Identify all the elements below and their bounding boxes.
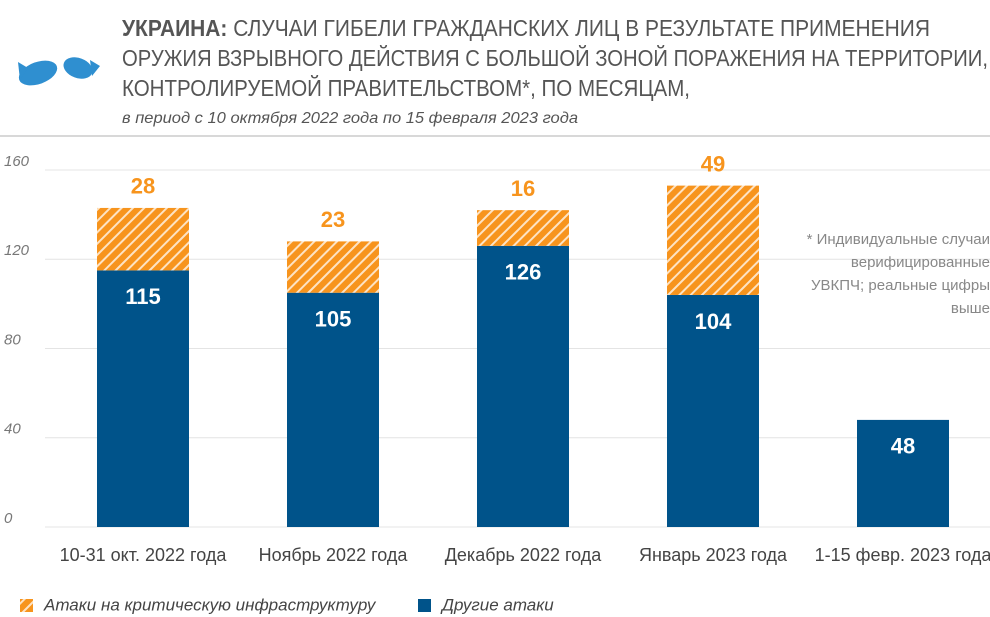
note: * Индивидуальные случаи: [807, 231, 990, 248]
y-tick-label: 0: [4, 510, 13, 527]
x-tick-label: Ноябрь 2022 года: [259, 545, 409, 565]
x-tick-label: Декабрь 2022 года: [445, 545, 603, 565]
chart-subtitle: в период с 10 октября 2022 года по 15 фе…: [122, 110, 578, 127]
data-label: 16: [511, 176, 535, 201]
title-line: СЛУЧАИ ГИБЕЛИ ГРАЖДАНСКИХ ЛИЦ В РЕЗУЛЬТА…: [227, 15, 930, 41]
bar-segment: [287, 292, 379, 527]
bar-segment: [667, 185, 759, 295]
note: УВКПЧ; реальные цифры: [811, 277, 990, 294]
bar-segment: [667, 294, 759, 527]
bar-segment: [477, 245, 569, 528]
chart-title: ОРУЖИЯ ВЗРЫВНОГО ДЕЙСТВИЯ С БОЛЬШОЙ ЗОНО…: [122, 44, 988, 71]
bar-segment: [287, 241, 379, 293]
legend-swatch: [20, 599, 33, 612]
x-tick-label: Январь 2023 года: [639, 545, 788, 565]
legend-label: Атаки на критическую инфраструктуру: [43, 595, 377, 614]
data-label: 28: [131, 174, 155, 199]
bar-segment: [97, 207, 189, 271]
y-tick-label: 160: [4, 153, 30, 170]
bar-segment: [857, 419, 949, 527]
note: верифицированные: [851, 254, 990, 271]
y-tick-label: 80: [4, 331, 21, 348]
bar-segment: [97, 270, 189, 527]
title-lead: УКРАИНА:: [122, 15, 227, 41]
logo: [18, 57, 100, 86]
legend-label: Другие атаки: [440, 595, 554, 614]
chart-title: КОНТРОЛИРУЕМОЙ ПРАВИТЕЛЬСТВОМ*, ПО МЕСЯЦ…: [122, 74, 690, 101]
data-label: 115: [125, 284, 161, 309]
y-tick-label: 40: [4, 421, 21, 438]
note: выше: [951, 300, 990, 317]
data-label: 49: [701, 151, 725, 176]
data-label: 104: [695, 309, 732, 334]
data-label: 23: [321, 207, 345, 232]
x-tick-label: 1-15 февр. 2023 года: [815, 545, 990, 565]
data-label: 126: [505, 260, 542, 285]
bar-segment: [477, 210, 569, 246]
data-label: 48: [891, 434, 915, 459]
legend-swatch: [418, 599, 431, 612]
data-label: 105: [315, 307, 352, 332]
x-tick-label: 10-31 окт. 2022 года: [60, 545, 228, 565]
y-tick-label: 120: [4, 242, 30, 259]
chart-title: УКРАИНА: СЛУЧАИ ГИБЕЛИ ГРАЖДАНСКИХ ЛИЦ В…: [122, 15, 930, 41]
